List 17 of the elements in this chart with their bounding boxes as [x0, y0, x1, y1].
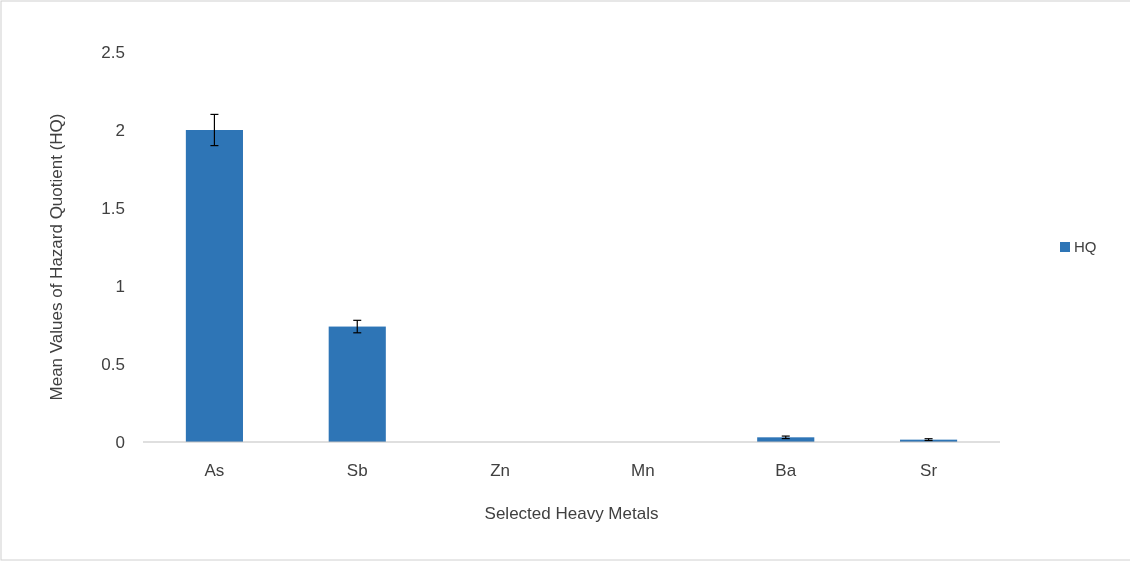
- y-tick-label: 2: [115, 120, 125, 140]
- bar: [328, 326, 386, 442]
- x-tick-label: Zn: [490, 461, 511, 480]
- x-tick-label: Sr: [920, 461, 938, 480]
- y-tick-label: 2.5: [101, 42, 125, 62]
- y-tick-label: 1.5: [101, 198, 125, 218]
- x-tick-label: Mn: [631, 461, 655, 480]
- x-axis-title: Selected Heavy Metals: [484, 504, 659, 523]
- y-axis-title: Mean Values of Hazard Quotient (HQ): [47, 113, 66, 401]
- x-tick-label: As: [204, 461, 225, 480]
- x-tick-label: Sb: [346, 461, 368, 480]
- y-tick-label: 0.5: [101, 354, 125, 374]
- x-tick-label: Ba: [775, 461, 797, 480]
- bar: [185, 130, 243, 442]
- legend-label: HQ: [1074, 238, 1097, 256]
- y-tick-label: 1: [115, 276, 125, 296]
- y-tick-label: 0: [115, 432, 125, 452]
